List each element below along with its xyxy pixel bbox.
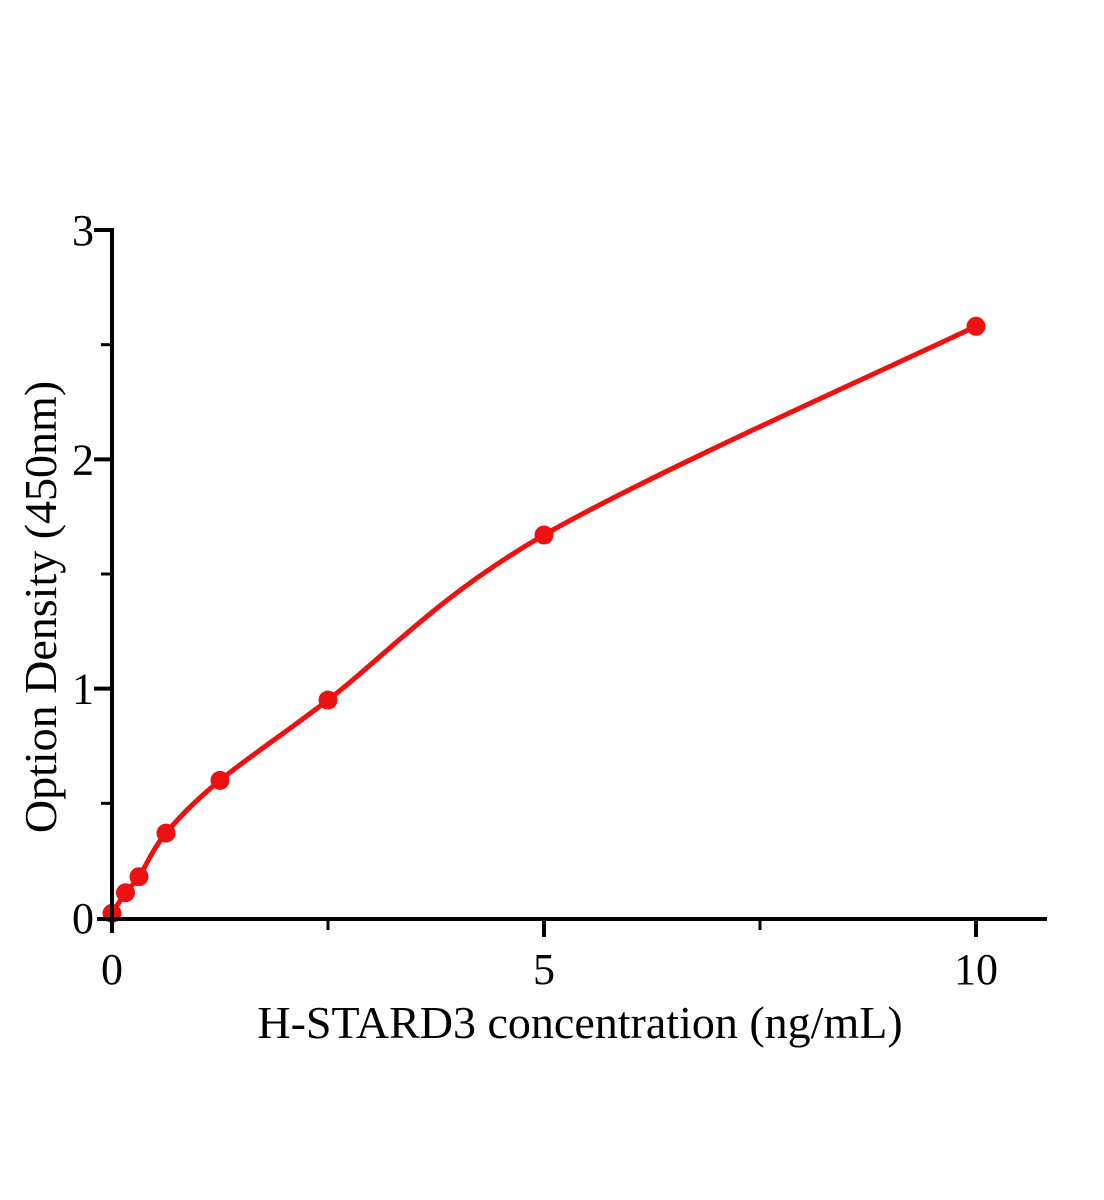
data-point (129, 867, 149, 887)
data-points (102, 316, 986, 923)
y-tick-label: 0 (72, 894, 94, 943)
x-tick-label: 0 (101, 945, 123, 994)
x-tick-label: 10 (954, 945, 998, 994)
tick-labels: 0 5 10 0 1 2 3 (72, 206, 998, 994)
x-tick-label: 5 (533, 945, 555, 994)
y-tick-label: 1 (72, 665, 94, 714)
data-point (116, 883, 135, 903)
y-tick-label: 3 (72, 206, 94, 255)
data-series (102, 316, 986, 923)
data-point (156, 823, 176, 843)
data-point (210, 770, 230, 790)
y-tick-label: 2 (72, 435, 94, 484)
axes (94, 228, 1047, 937)
data-point (318, 690, 338, 710)
y-axis-title: Option Density (450nm) (15, 381, 66, 833)
data-point (966, 316, 986, 336)
x-axis-title: H-STARD3 concentration (ng/mL) (257, 997, 902, 1048)
fit-curve-line (109, 323, 979, 916)
data-point (534, 525, 554, 545)
